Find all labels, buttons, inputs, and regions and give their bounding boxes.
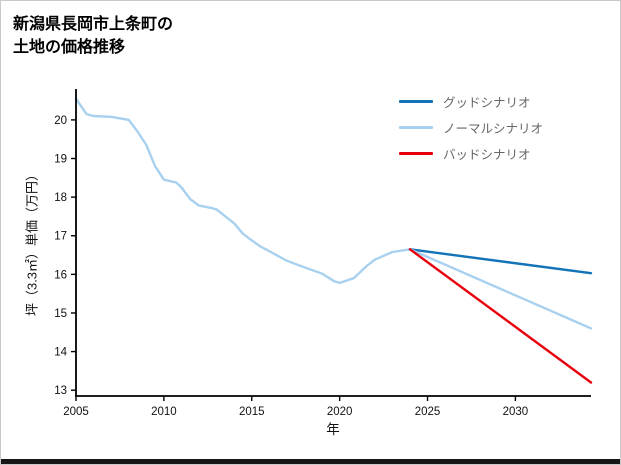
x-tick-label: 2010 [151, 406, 177, 418]
series-line-normal [408, 248, 593, 330]
legend-label-normal: ノーマルシナリオ [443, 122, 544, 136]
series-line-good [408, 248, 593, 275]
legend-label-bad: バッドシナリオ [443, 148, 531, 162]
y-axis-label: 坪（3.3㎡）単価（万円） [24, 167, 40, 317]
x-tick-label: 2020 [327, 406, 353, 418]
legend-swatch-bad [399, 152, 433, 155]
legend: グッドシナリオ ノーマルシナリオ バッドシナリオ [399, 93, 543, 162]
legend-item-good: グッドシナリオ [399, 93, 543, 110]
x-tick-label: 2030 [503, 406, 529, 418]
legend-item-bad: バッドシナリオ [399, 145, 543, 162]
y-tick-label: 13 [54, 385, 67, 397]
y-tick-label: 15 [54, 308, 67, 320]
y-tick-label: 17 [54, 231, 67, 243]
y-tick-label: 18 [54, 192, 67, 204]
y-tick-label: 19 [54, 154, 67, 166]
series-line-bad [408, 248, 593, 384]
y-tick-label: 14 [54, 347, 67, 359]
legend-item-normal: ノーマルシナリオ [399, 119, 543, 136]
x-axis-label: 年 [326, 422, 340, 437]
chart-title-line-1: 新潟県長岡市上条町の [13, 16, 174, 33]
bottom-bar [1, 459, 620, 464]
x-tick-label: 2005 [63, 406, 89, 418]
x-tick-label: 2015 [239, 406, 265, 418]
chart-title-line-2: 土地の価格推移 [13, 39, 126, 57]
legend-swatch-normal [399, 126, 433, 129]
y-tick-label: 20 [54, 115, 67, 127]
series-line-history [74, 97, 412, 285]
y-tick-label: 16 [54, 269, 67, 281]
x-tick-label: 2025 [415, 406, 441, 418]
legend-label-good: グッドシナリオ [443, 96, 531, 110]
chart-title: 新潟県長岡市上条町の 土地の価格推移 [13, 13, 173, 59]
legend-swatch-good [399, 100, 433, 103]
